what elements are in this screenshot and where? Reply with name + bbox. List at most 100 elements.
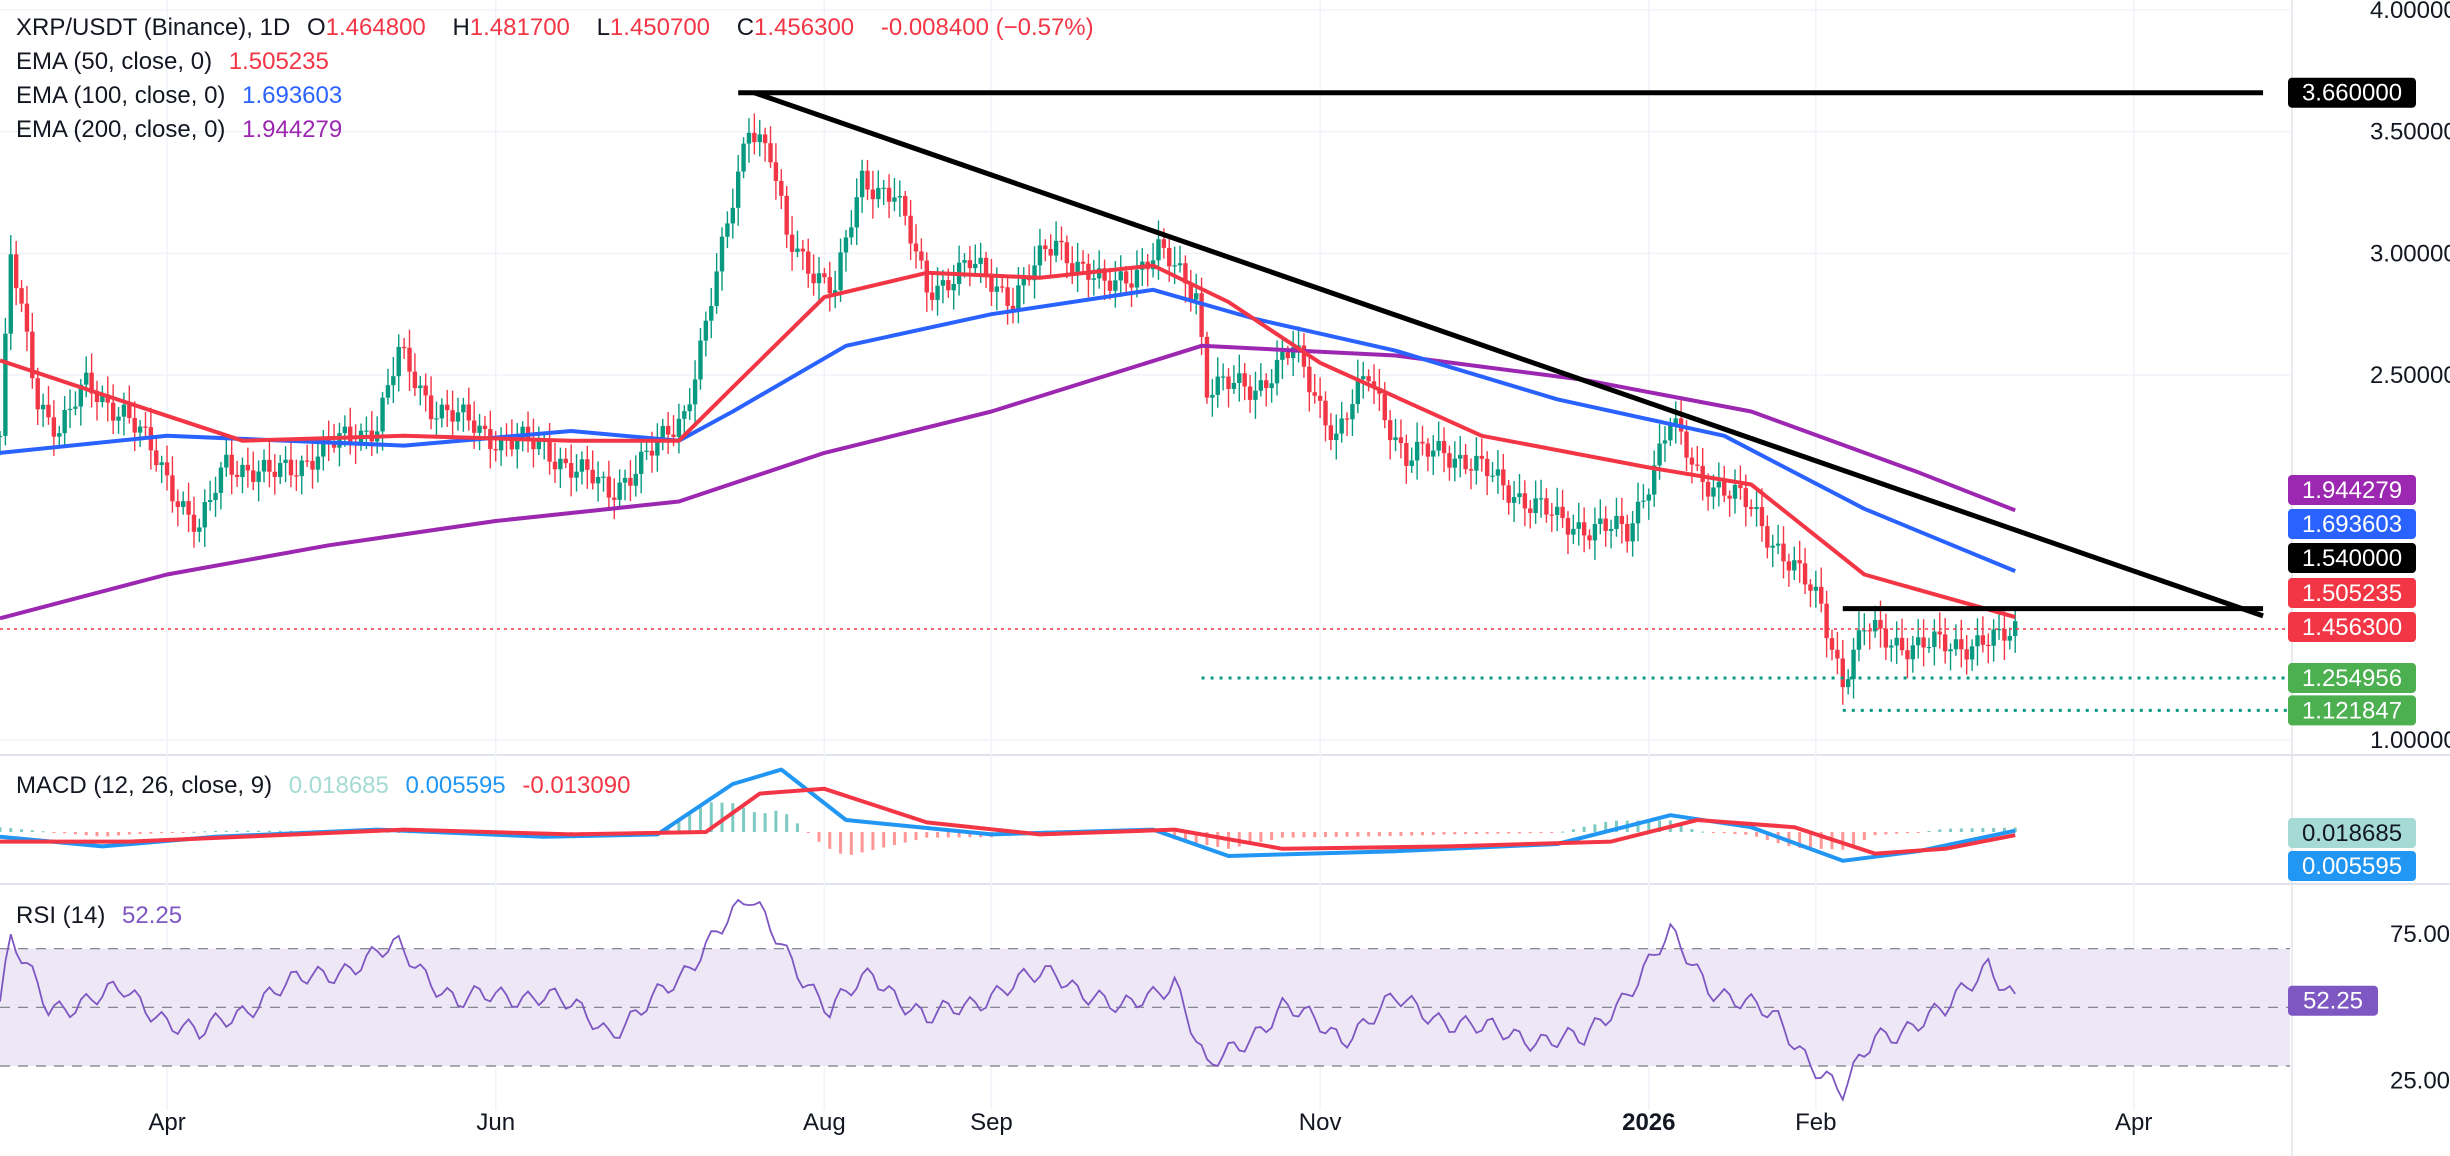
candle-body — [1463, 454, 1468, 470]
candle-body — [924, 260, 929, 293]
macd-histogram-bar — [936, 832, 940, 838]
price-axis-tick-label: 3.000000 — [2370, 240, 2450, 267]
candle-body — [1555, 506, 1560, 515]
candle-body — [1371, 381, 1377, 389]
candle-body — [606, 476, 612, 498]
ema200-legend[interactable]: EMA (200, close, 0) 1.944279 — [16, 116, 352, 144]
close-value: 1.456300 — [754, 14, 855, 41]
candle-body — [466, 404, 471, 421]
macd-histogram-bar — [1938, 829, 1942, 832]
macd-histogram-bar — [914, 832, 918, 841]
macd-signal-line — [0, 786, 2016, 856]
macd-histogram-bar — [1808, 832, 1812, 849]
macd-histogram-bar — [795, 823, 799, 832]
candle-body — [978, 257, 983, 264]
candle-body — [1447, 453, 1452, 468]
candle-body — [412, 371, 418, 389]
candle-body — [795, 248, 800, 252]
candle-body — [865, 170, 870, 190]
candle-body — [1037, 245, 1043, 266]
candle-body — [1775, 543, 1781, 546]
high-value-group: H1.481700 — [452, 14, 579, 41]
price-tag-box — [2288, 662, 2416, 693]
macd-histogram-bar — [1550, 832, 1554, 833]
candle-body — [644, 450, 649, 452]
candle-body — [164, 462, 170, 476]
candle-body — [908, 215, 913, 244]
candle-body — [207, 500, 213, 503]
candle-body — [682, 411, 687, 419]
macd-histogram-bar — [1485, 832, 1489, 834]
candle-body — [175, 501, 181, 507]
macd-histogram-bar — [1916, 832, 1920, 833]
candle-body — [299, 460, 304, 477]
candle-body — [396, 346, 401, 377]
candle-body — [380, 397, 385, 432]
candle-body — [1689, 457, 1695, 465]
candle-body — [116, 416, 121, 421]
macd-histogram-bar — [1496, 832, 1500, 834]
candle-body — [40, 404, 46, 410]
candle-body — [1220, 376, 1226, 378]
candle-body — [1867, 630, 1872, 632]
candle-body — [1883, 628, 1889, 648]
candle-body — [1673, 418, 1678, 425]
macd-histogram-bar — [278, 830, 282, 832]
candle-body — [886, 187, 892, 202]
candle-body — [1829, 638, 1835, 650]
ema50-legend[interactable]: EMA (50, close, 0) 1.505235 — [16, 48, 339, 76]
macd-histogram-bar — [138, 832, 142, 835]
candle-body — [1258, 380, 1264, 391]
candle-body — [256, 471, 261, 482]
macd-histogram-bar — [257, 830, 261, 832]
candle-body — [170, 475, 175, 502]
candle-body — [552, 461, 558, 470]
candle-body — [1000, 286, 1005, 288]
candle-body — [1129, 283, 1134, 288]
ema100-legend[interactable]: EMA (100, close, 0) 1.693603 — [16, 82, 352, 110]
candle-body — [154, 450, 159, 466]
macd-tag-box — [2288, 818, 2416, 848]
candle-body — [143, 426, 148, 428]
rsi-legend[interactable]: RSI (14) 52.25 — [16, 902, 192, 930]
candle-body — [342, 426, 348, 434]
candle-body — [1711, 487, 1716, 497]
candle-body — [2007, 635, 2013, 641]
macd-histogram-bar — [1420, 832, 1424, 836]
macd-histogram-bar — [1313, 832, 1317, 838]
candle-body — [1334, 433, 1339, 441]
candle-body — [1237, 373, 1242, 383]
candle-body — [401, 346, 407, 349]
candle-body — [1431, 450, 1436, 457]
candle-body — [558, 458, 563, 470]
candle-body — [1835, 649, 1840, 659]
macd-histogram-bar — [1711, 832, 1715, 833]
candle-body — [100, 394, 105, 403]
macd-histogram-bar — [1905, 832, 1909, 834]
candle-body — [595, 476, 601, 484]
candle-body — [24, 303, 30, 332]
candle-body — [391, 376, 396, 386]
ema100-label: EMA (100, close, 0) — [16, 82, 226, 109]
candle-body — [1183, 263, 1188, 284]
macd-histogram-bar — [752, 812, 756, 832]
macd-histogram-bar — [1593, 824, 1597, 832]
candle-body — [445, 404, 450, 411]
macd-legend[interactable]: MACD (12, 26, close, 9) 0.018685 0.00559… — [16, 772, 640, 800]
candle-body — [191, 514, 197, 532]
candle-body — [692, 379, 698, 405]
candle-body — [784, 195, 789, 235]
macd-histogram-bar — [688, 812, 692, 832]
candle-body — [1511, 497, 1517, 503]
candle-body — [773, 162, 779, 181]
candle-body — [919, 251, 924, 261]
candle-body — [579, 459, 585, 472]
open-value: 1.464800 — [325, 14, 426, 41]
candle-body — [407, 347, 412, 372]
candle-body — [1361, 376, 1366, 380]
candle-body — [1156, 239, 1161, 261]
macd-histogram-bar — [968, 832, 972, 838]
candle-body — [1910, 645, 1916, 660]
